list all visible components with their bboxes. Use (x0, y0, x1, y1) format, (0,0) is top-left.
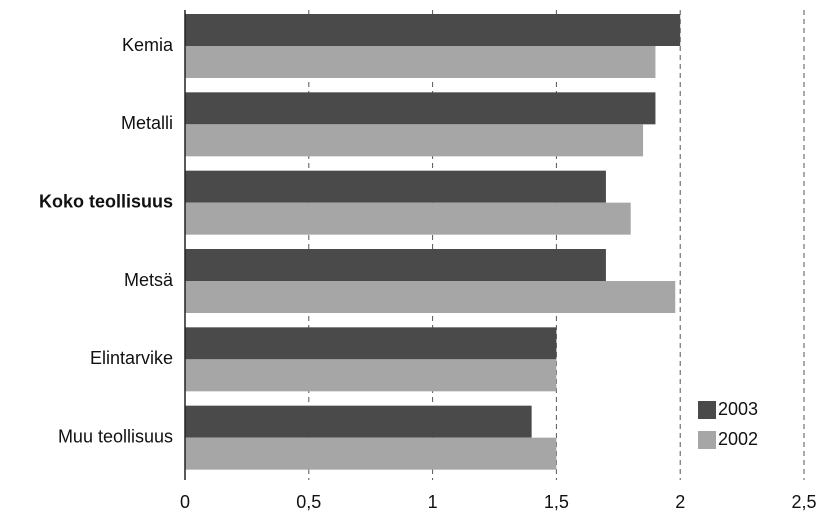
legend-label-2003: 2003 (718, 399, 758, 419)
bar-2002-5 (185, 437, 557, 470)
legend-swatch-2003 (698, 401, 716, 419)
bar-2003-2 (185, 170, 606, 203)
legend-label-2002: 2002 (718, 429, 758, 449)
bar-2002-3 (185, 281, 676, 313)
bar-2003-0 (185, 14, 681, 46)
legend-swatch-2002 (698, 431, 716, 449)
bar-2003-4 (185, 327, 557, 360)
bar-2002-0 (185, 46, 656, 78)
category-label-2: Koko teollisuus (39, 191, 173, 211)
bar-2003-3 (185, 249, 606, 281)
category-label-3: Metsä (124, 270, 174, 290)
category-label-5: Muu teollisuus (58, 426, 173, 446)
bars (185, 14, 681, 470)
bar-2003-1 (185, 92, 656, 125)
bar-2003-5 (185, 405, 532, 438)
category-label-0: Kemia (122, 35, 174, 55)
bar-2002-1 (185, 124, 644, 157)
x-tick-label-0: 0 (180, 492, 190, 512)
category-labels: Kemia Metalli Koko teollisuus Metsä Elintarv… (39, 35, 174, 447)
category-label-4: Elintarvike (90, 348, 173, 368)
x-tick-label-2: 1 (428, 492, 438, 512)
x-tick-labels: 0 0,5 1 1,5 2 2,5 (180, 492, 817, 512)
grid-lines (308, 10, 805, 480)
legend: 2003 2002 (698, 399, 758, 449)
x-tick-label-5: 2,5 (791, 492, 816, 512)
x-tick-label-1: 0,5 (296, 492, 321, 512)
bar-2002-4 (185, 359, 557, 392)
bar-2002-2 (185, 202, 631, 235)
x-tick-label-3: 1,5 (544, 492, 569, 512)
x-tick-label-4: 2 (675, 492, 685, 512)
category-label-1: Metalli (121, 113, 173, 133)
